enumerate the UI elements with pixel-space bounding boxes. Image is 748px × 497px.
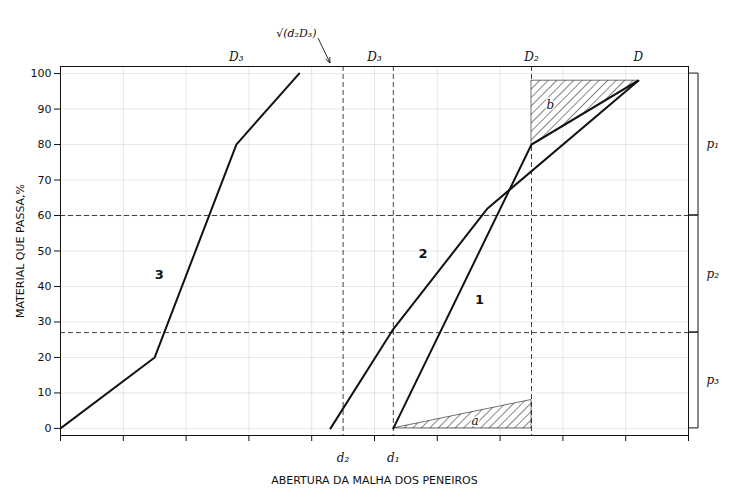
svg-text:2: 2: [418, 246, 427, 261]
svg-text:√(d₂D₃): √(d₂D₃): [276, 27, 316, 40]
svg-text:ABERTURA DA MALHA DOS PENEIROS: ABERTURA DA MALHA DOS PENEIROS: [271, 474, 478, 487]
svg-text:80: 80: [38, 138, 52, 151]
svg-text:MATERIAL QUE PASSA,%: MATERIAL QUE PASSA,%: [14, 184, 27, 318]
svg-text:D₂: D₂: [523, 50, 539, 64]
svg-text:20: 20: [38, 351, 52, 364]
svg-text:D: D: [632, 50, 643, 64]
svg-text:D₃: D₃: [366, 50, 382, 64]
svg-text:d₂: d₂: [337, 451, 350, 465]
svg-text:b: b: [546, 98, 554, 112]
svg-text:D₃: D₃: [228, 50, 244, 64]
svg-text:50: 50: [38, 245, 52, 258]
svg-text:60: 60: [38, 209, 52, 222]
svg-text:70: 70: [38, 174, 52, 187]
svg-text:d₁: d₁: [387, 451, 400, 465]
svg-text:a: a: [471, 414, 478, 428]
svg-text:p₃: p₃: [707, 373, 720, 387]
svg-text:3: 3: [155, 267, 164, 282]
svg-text:p₂: p₂: [707, 267, 720, 281]
svg-text:30: 30: [38, 315, 52, 328]
svg-text:1: 1: [475, 292, 484, 307]
svg-text:90: 90: [38, 103, 52, 116]
svg-text:10: 10: [38, 386, 52, 399]
svg-text:p₁: p₁: [707, 137, 720, 151]
svg-text:40: 40: [38, 280, 52, 293]
svg-text:100: 100: [31, 67, 52, 80]
svg-text:0: 0: [45, 422, 52, 435]
